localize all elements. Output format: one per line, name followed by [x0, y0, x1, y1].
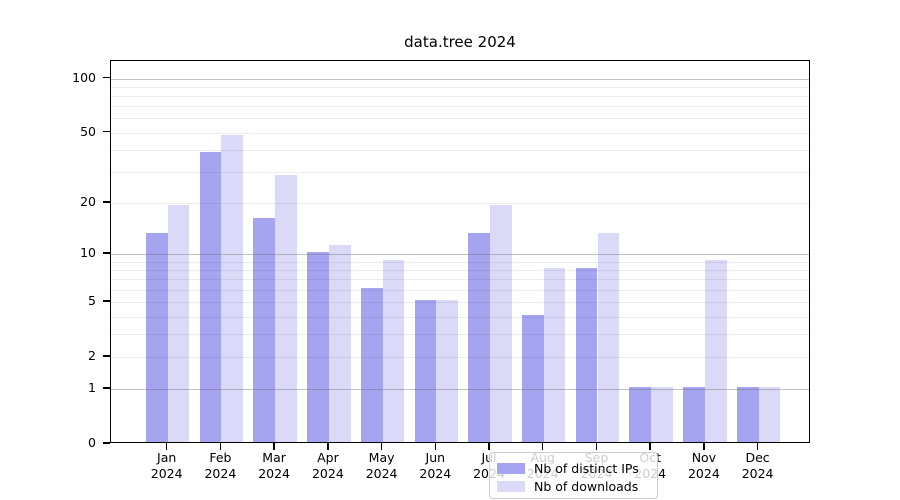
x-tick-mark-jun	[434, 443, 437, 450]
x-tick-label-dec: Dec 2024	[741, 450, 774, 481]
gridline-8	[111, 270, 809, 271]
bar-nov-distinct-ips	[683, 387, 705, 442]
gridline-30	[111, 172, 809, 174]
x-tick-mark-oct	[649, 443, 651, 450]
gridline-10	[111, 254, 809, 256]
bar-oct-distinct-ips	[629, 387, 652, 442]
y-tick-mark-2	[103, 355, 110, 357]
bar-mar-downloads	[275, 175, 297, 442]
gridline-100	[111, 78, 809, 80]
y-tick-label-20: 20	[80, 193, 96, 209]
legend: Nb of distinct IPs Nb of downloads	[489, 452, 658, 499]
y-tick-mark-0	[103, 442, 110, 444]
y-tick-mark-5	[103, 300, 110, 302]
gridline-80	[111, 96, 809, 97]
x-tick-mark-apr	[327, 443, 329, 450]
x-tick-mark-dec	[756, 443, 759, 450]
bar-mar-distinct-ips	[253, 217, 276, 442]
gridline-3	[111, 334, 809, 336]
legend-swatch-distinct-ips	[497, 462, 525, 474]
x-tick-mark-aug	[541, 443, 544, 450]
x-tick-label-may: May 2024	[365, 450, 398, 481]
y-tick-label-50: 50	[80, 123, 96, 139]
x-tick-label-nov: Nov 2024	[687, 450, 720, 481]
y-tick-mark-1	[103, 387, 110, 389]
bar-jan-distinct-ips	[145, 233, 168, 442]
x-tick-mark-may	[380, 443, 383, 450]
x-tick-label-apr: Apr 2024	[311, 450, 344, 481]
bar-jul-downloads	[490, 204, 512, 442]
bar-sep-distinct-ips	[575, 268, 598, 442]
gridline-9	[111, 261, 809, 263]
y-tick-label-0: 0	[88, 435, 96, 450]
gridline-40	[111, 149, 809, 151]
bar-jun-downloads	[436, 300, 459, 442]
bar-may-downloads	[382, 259, 405, 442]
gridline-50	[111, 132, 809, 134]
bar-may-distinct-ips	[360, 287, 383, 442]
bar-jun-distinct-ips	[414, 300, 437, 442]
y-tick-mark-20	[103, 201, 110, 203]
chart-title: data.tree 2024	[404, 33, 516, 51]
gridline-6	[111, 289, 809, 291]
gridline-7	[111, 279, 809, 281]
gridline-90	[111, 86, 809, 88]
bar-jul-distinct-ips	[468, 233, 490, 442]
y-tick-label-100: 100	[72, 69, 96, 85]
x-tick-mark-jan	[165, 443, 168, 450]
x-tick-mark-feb	[219, 443, 222, 450]
bar-sep-downloads	[597, 233, 620, 442]
y-tick-mark-100	[103, 76, 110, 79]
x-tick-label-mar: Mar 2024	[258, 450, 290, 481]
bar-feb-downloads	[221, 135, 244, 442]
y-tick-label-2: 2	[88, 348, 96, 363]
gridline-1	[111, 389, 809, 391]
x-tick-mark-sep	[595, 443, 598, 450]
legend-row-downloads: Nb of downloads	[497, 477, 649, 495]
gridline-70	[111, 106, 809, 108]
bar-aug-downloads	[543, 268, 566, 442]
legend-label-distinct-ips: Nb of distinct IPs	[534, 460, 639, 476]
x-tick-label-jun: Jun 2024	[419, 450, 452, 481]
gridline-4	[111, 316, 809, 318]
bar-dec-distinct-ips	[736, 387, 759, 442]
gridline-5	[111, 302, 809, 304]
bar-apr-downloads	[328, 245, 351, 442]
gridline-20	[111, 202, 809, 204]
gridline-2	[111, 357, 809, 358]
x-tick-label-feb: Feb 2024	[204, 450, 237, 481]
bar-dec-downloads	[758, 387, 781, 442]
legend-label-downloads: Nb of downloads	[534, 478, 639, 494]
plot-area: Nb of distinct IPs Nb of downloads	[110, 60, 810, 499]
y-tick-label-10: 10	[80, 245, 96, 261]
bar-aug-distinct-ips	[521, 314, 544, 442]
bar-apr-distinct-ips	[307, 252, 329, 442]
gridline-60	[111, 118, 809, 120]
x-tick-mark-jul	[488, 443, 490, 450]
y-tick-label-5: 5	[88, 293, 96, 309]
x-tick-mark-nov	[703, 443, 705, 450]
bar-oct-downloads	[651, 387, 673, 442]
bar-nov-downloads	[704, 259, 727, 442]
y-tick-mark-50	[103, 130, 110, 133]
bar-jan-downloads	[167, 204, 190, 442]
x-tick-mark-mar	[273, 443, 275, 450]
y-tick-mark-10	[103, 252, 110, 254]
bar-feb-distinct-ips	[199, 151, 222, 442]
x-tick-label-jan: Jan 2024	[150, 450, 183, 481]
y-tick-label-1: 1	[88, 380, 96, 396]
legend-row-distinct-ips: Nb of distinct IPs	[497, 459, 649, 477]
legend-swatch-downloads	[497, 480, 525, 492]
